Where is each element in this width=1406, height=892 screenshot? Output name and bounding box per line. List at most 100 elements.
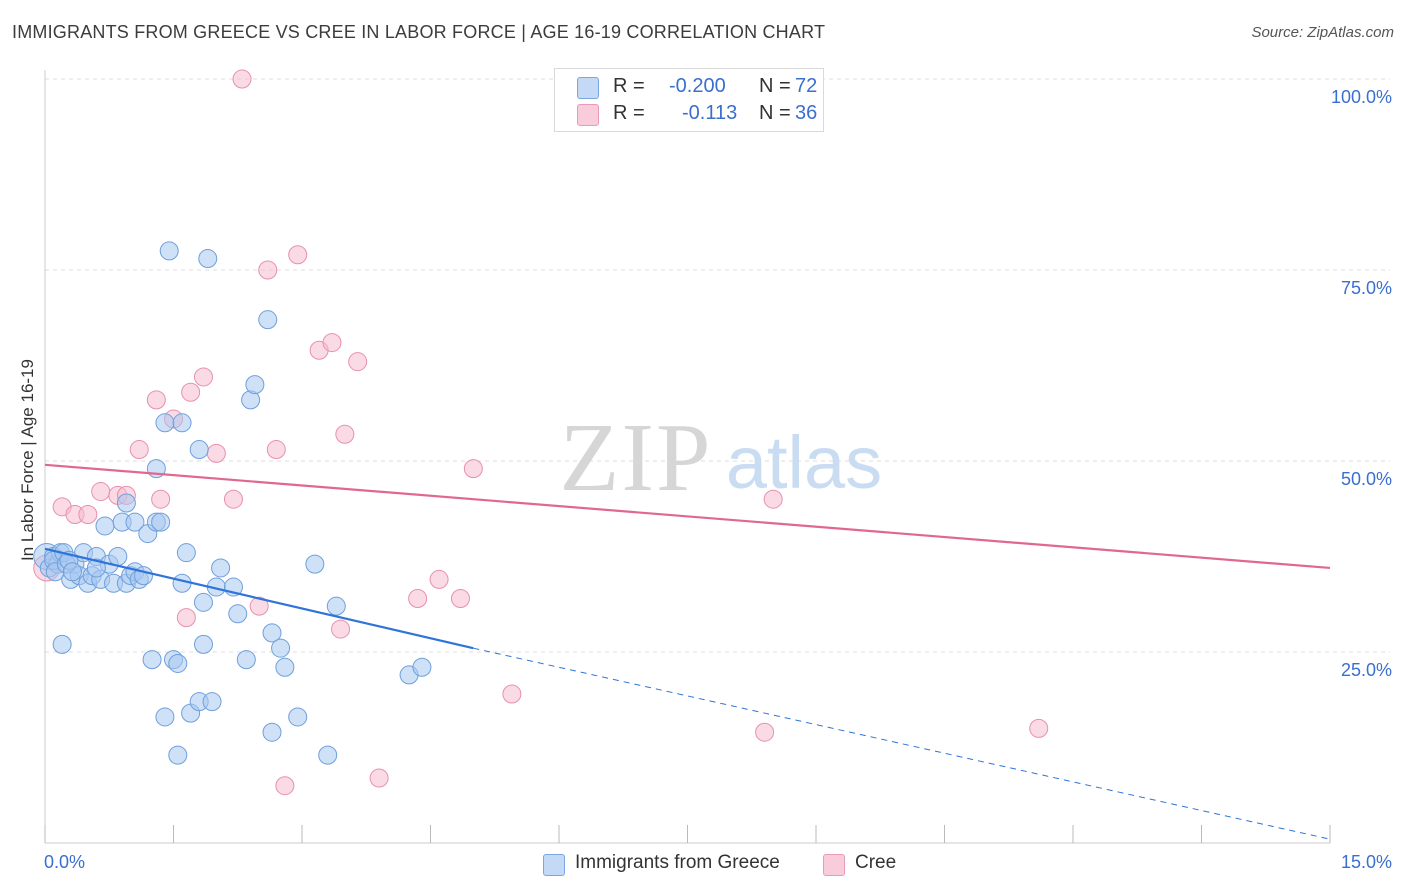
cree-point bbox=[258, 260, 278, 280]
series-legend: Immigrants from Greece Cree bbox=[0, 852, 1406, 878]
greece-point bbox=[412, 657, 432, 677]
greece-point bbox=[198, 249, 218, 269]
cree-point bbox=[146, 390, 166, 410]
cree-point bbox=[463, 459, 483, 479]
greece-point bbox=[176, 543, 196, 563]
cree-point bbox=[429, 569, 449, 589]
greece-point bbox=[86, 558, 106, 578]
cree-point bbox=[335, 424, 355, 444]
cree-point bbox=[223, 489, 243, 509]
greece-point bbox=[245, 375, 265, 395]
cree-point bbox=[755, 722, 775, 742]
cree-point bbox=[151, 489, 171, 509]
greece-point bbox=[125, 512, 145, 532]
greece-point bbox=[288, 707, 308, 727]
greece-point bbox=[62, 562, 82, 582]
greece-point bbox=[172, 413, 192, 433]
greece-point bbox=[142, 650, 162, 670]
cree-point bbox=[249, 596, 269, 616]
cree-point bbox=[91, 482, 111, 502]
greece-point bbox=[168, 653, 188, 673]
greece-point bbox=[262, 623, 282, 643]
greece-legend-swatch bbox=[543, 854, 565, 876]
watermark-zip: ZIP bbox=[560, 404, 713, 512]
greece-legend-label: Immigrants from Greece bbox=[575, 852, 780, 873]
n-value: 72 bbox=[795, 75, 818, 97]
cree-point bbox=[78, 504, 98, 524]
n-label: N = bbox=[759, 102, 791, 124]
cree-point bbox=[331, 619, 351, 639]
greece-point bbox=[326, 596, 346, 616]
greece-point bbox=[228, 604, 248, 624]
correlation-legend: R = -0.200 N = 72 R = -0.113 N = 36 bbox=[554, 68, 824, 132]
greece-trend-line bbox=[44, 547, 474, 650]
y-tick-100: 100.0% bbox=[1330, 87, 1392, 107]
y-tick-25: 25.0% bbox=[1340, 660, 1392, 680]
cree-point bbox=[369, 768, 389, 788]
chart-title: IMMIGRANTS FROM GREECE VS CREE IN LABOR … bbox=[12, 22, 826, 42]
greece-point bbox=[202, 692, 222, 712]
r-label: R = bbox=[613, 75, 645, 97]
cree-point bbox=[348, 352, 368, 372]
greece-point bbox=[189, 440, 209, 460]
n-label: N = bbox=[759, 75, 791, 97]
greece-point bbox=[258, 310, 278, 330]
cree-point bbox=[193, 367, 213, 387]
cree-point bbox=[450, 589, 470, 609]
y-tick-50: 50.0% bbox=[1340, 469, 1392, 489]
greece-point bbox=[151, 512, 171, 532]
greece-point bbox=[193, 634, 213, 654]
cree-point bbox=[232, 69, 252, 89]
cree-point bbox=[206, 443, 226, 463]
cree-swatch bbox=[577, 104, 599, 126]
cree-trend-line bbox=[44, 463, 1331, 570]
cree-points bbox=[33, 69, 1049, 796]
greece-point bbox=[193, 592, 213, 612]
greece-point bbox=[318, 745, 338, 765]
greece-point bbox=[168, 745, 188, 765]
cree-point bbox=[266, 440, 286, 460]
greece-point bbox=[155, 413, 175, 433]
n-value: 36 bbox=[795, 102, 818, 124]
x-tick-min: 0.0% bbox=[44, 852, 86, 872]
cree-point bbox=[408, 589, 428, 609]
cree-point bbox=[275, 776, 295, 796]
r-label: R = bbox=[613, 102, 645, 124]
watermark: ZIP atlas bbox=[560, 404, 883, 512]
greece-point bbox=[159, 241, 179, 261]
greece-point bbox=[211, 558, 231, 578]
greece-point bbox=[116, 493, 136, 513]
greece-trend-extension bbox=[473, 647, 1331, 840]
greece-point bbox=[95, 516, 115, 536]
axis-layer bbox=[44, 70, 1331, 844]
x-tick-max: 15.0% bbox=[1340, 852, 1392, 872]
r-value: -0.200 bbox=[669, 75, 726, 97]
greece-point bbox=[236, 650, 256, 670]
cree-point bbox=[288, 245, 308, 265]
greece-points bbox=[33, 241, 432, 765]
y-tick-75: 75.0% bbox=[1340, 278, 1392, 298]
cree-point bbox=[322, 333, 342, 353]
greece-point bbox=[275, 657, 295, 677]
cree-legend-swatch bbox=[823, 854, 845, 876]
cree-point bbox=[181, 382, 201, 402]
greece-point bbox=[271, 638, 291, 658]
trend-lines bbox=[44, 463, 1331, 840]
greece-point bbox=[262, 722, 282, 742]
grid-layer bbox=[45, 78, 1390, 653]
cree-legend-label: Cree bbox=[855, 852, 897, 873]
watermark-atlas: atlas bbox=[726, 421, 882, 504]
greece-point bbox=[155, 707, 175, 727]
greece-point bbox=[52, 634, 72, 654]
greece-swatch bbox=[577, 77, 599, 99]
source-label: Source: ZipAtlas.com bbox=[1251, 24, 1394, 41]
greece-point bbox=[172, 573, 192, 593]
cree-point bbox=[1029, 718, 1049, 738]
cree-point bbox=[763, 489, 783, 509]
greece-point bbox=[108, 547, 128, 566]
cree-point bbox=[502, 684, 522, 704]
greece-point bbox=[305, 554, 325, 574]
cree-point bbox=[129, 440, 149, 460]
r-value: -0.113 bbox=[682, 102, 738, 124]
